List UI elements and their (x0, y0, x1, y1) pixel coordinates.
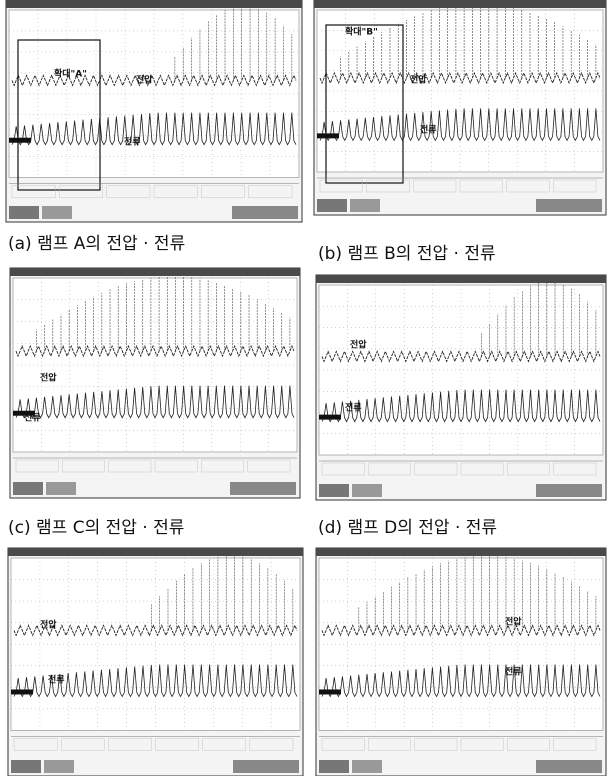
marker (319, 415, 341, 420)
title-bar (6, 0, 302, 8)
marker (11, 689, 33, 694)
trace-label: 확대"A" (54, 68, 87, 80)
button (232, 206, 298, 219)
caption: (b) 램프 B의 전압 · 전류 (318, 244, 496, 264)
button (46, 482, 76, 495)
trace-label: 전류 (24, 412, 41, 424)
title-bar (314, 0, 606, 8)
button (350, 199, 380, 212)
title-bar (316, 548, 606, 556)
button (44, 760, 74, 773)
trace-label: 확대"B" (345, 26, 378, 38)
trace-label: 전압 (40, 619, 57, 631)
button (11, 760, 41, 773)
button (536, 484, 602, 497)
trace-label: 전류 (420, 124, 437, 136)
trace-label: 전압 (410, 74, 427, 86)
trace-label: 전압 (136, 74, 153, 86)
figure: 확대"A"전압전류(a) 램프 A의 전압 · 전류확대"B"전압전류(b) 램… (0, 0, 613, 776)
trace-label: 전압 (505, 616, 522, 628)
button (9, 206, 39, 219)
button (13, 482, 43, 495)
trace-label: 전류 (48, 674, 65, 686)
button (352, 760, 382, 773)
marker (319, 689, 341, 694)
trace-label: 전압 (40, 372, 57, 384)
plot-area (13, 278, 297, 452)
trace-label: 전류 (345, 402, 362, 414)
trace-label: 전류 (505, 666, 522, 678)
title-bar (8, 548, 303, 556)
button (536, 760, 602, 773)
scope-screen: 전압전류 (8, 548, 303, 776)
caption: (c) 램프 C의 전압 · 전류 (8, 518, 184, 538)
button (233, 760, 299, 773)
button (352, 484, 382, 497)
marker (9, 138, 31, 143)
page: 확대"A"전압전류(a) 램프 A의 전압 · 전류확대"B"전압전류(b) 램… (0, 0, 613, 776)
trace-label: 전류 (124, 136, 141, 148)
caption: (a) 램프 A의 전압 · 전류 (8, 234, 185, 254)
button (230, 482, 296, 495)
button (536, 199, 602, 212)
button (317, 199, 347, 212)
title-bar (316, 275, 606, 283)
plot-area (319, 558, 603, 730)
title-bar (10, 268, 300, 276)
marker (317, 133, 339, 138)
button (319, 484, 349, 497)
trace-label: 전압 (350, 339, 367, 351)
button (319, 760, 349, 773)
caption: (d) 램프 D의 전압 · 전류 (318, 518, 497, 538)
button (42, 206, 72, 219)
